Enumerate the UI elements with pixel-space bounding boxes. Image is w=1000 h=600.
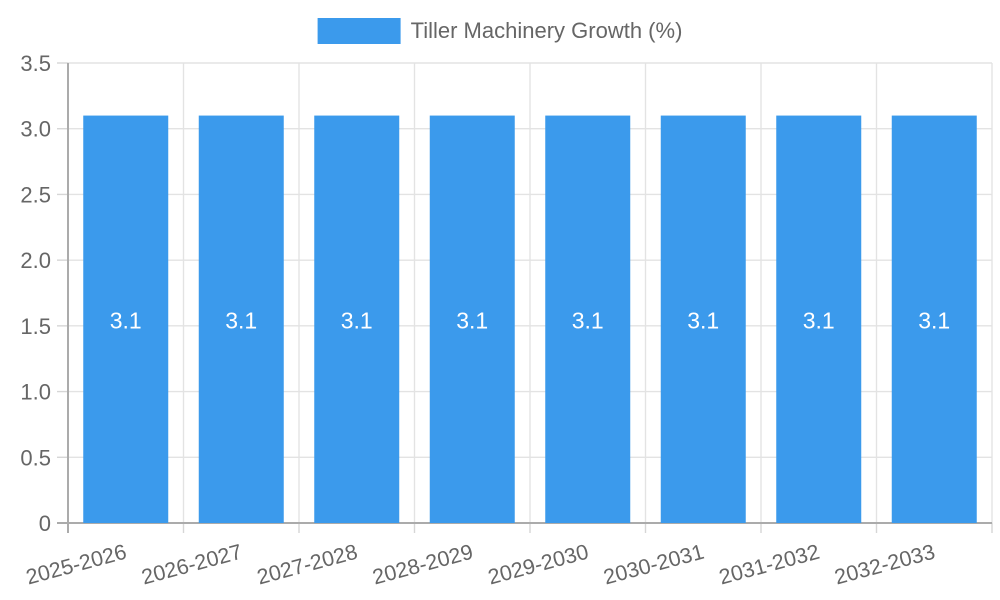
bar-2029-2030[interactable] [545, 115, 631, 524]
x-tick-label: 2027-2028 [255, 540, 361, 590]
x-tick-label: 2031-2032 [717, 540, 823, 590]
legend[interactable]: Tiller Machinery Growth (%) [317, 18, 683, 44]
bar-2027-2028[interactable] [314, 115, 400, 524]
y-tick-label: 0.5 [20, 445, 51, 470]
bar-value-label: 3.1 [225, 307, 257, 333]
y-tick-label: 0 [39, 511, 51, 536]
x-tick-label: 2025-2026 [24, 540, 130, 590]
y-tick-label: 2.5 [20, 182, 51, 207]
bar-value-label: 3.1 [572, 307, 604, 333]
y-tick-label: 3.5 [20, 51, 51, 76]
bar-2026-2027[interactable] [198, 115, 284, 524]
x-tick-label: 2030-2031 [601, 540, 707, 590]
bar-value-label: 3.1 [803, 307, 835, 333]
y-tick-label: 2.0 [20, 248, 51, 273]
bar-2031-2032[interactable] [776, 115, 862, 524]
bar-2030-2031[interactable] [660, 115, 746, 524]
bar-2028-2029[interactable] [429, 115, 515, 524]
y-tick-label: 1.0 [20, 380, 51, 405]
legend-swatch [317, 18, 401, 44]
bar-value-label: 3.1 [456, 307, 488, 333]
x-tick-label: 2028-2029 [370, 540, 476, 590]
bar-value-label: 3.1 [918, 307, 950, 333]
x-tick-label: 2029-2030 [486, 540, 592, 590]
bar-value-label: 3.1 [341, 307, 373, 333]
x-tick-label: 2032-2033 [832, 540, 938, 590]
bar-value-label: 3.1 [687, 307, 719, 333]
bar-2025-2026[interactable] [83, 115, 169, 524]
x-tick-label: 2026-2027 [139, 540, 245, 590]
y-tick-label: 3.0 [20, 117, 51, 142]
bar-2032-2033[interactable] [891, 115, 977, 524]
bar-value-label: 3.1 [110, 307, 142, 333]
legend-label: Tiller Machinery Growth (%) [410, 18, 683, 43]
y-tick-label: 1.5 [20, 314, 51, 339]
